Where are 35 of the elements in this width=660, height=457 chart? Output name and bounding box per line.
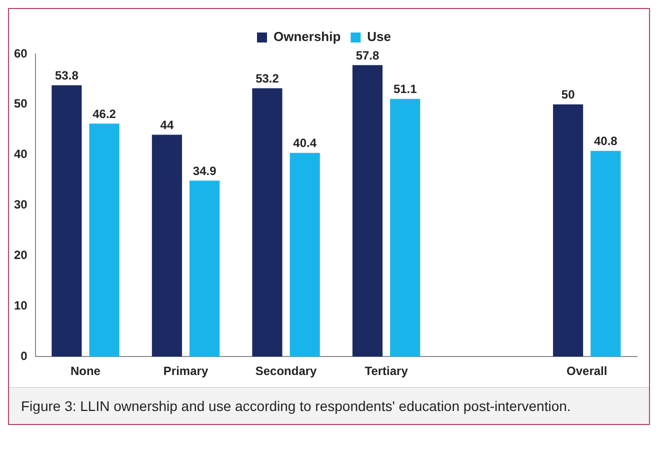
data-label: 44: [160, 118, 174, 132]
x-tick-label: None: [70, 364, 101, 378]
bar: [352, 65, 383, 357]
y-tick-label: 50: [14, 96, 28, 111]
data-label: 53.8: [55, 68, 79, 83]
bar: [290, 152, 320, 357]
x-tick-label: Secondary: [255, 364, 318, 378]
y-tick-label: 30: [14, 198, 28, 212]
x-tick-label: Overall: [566, 364, 608, 378]
data-label: 40.4: [293, 136, 317, 150]
x-tick-label: Tertiary: [364, 364, 408, 378]
y-tick-label: 60: [14, 46, 28, 60]
data-label: 50: [561, 88, 576, 102]
bar: [590, 150, 621, 357]
y-tick-label: 0: [20, 348, 28, 363]
y-tick-label: 40: [14, 147, 28, 162]
y-tick-label: 10: [14, 298, 28, 312]
data-label: 53.2: [256, 72, 280, 86]
bar: [89, 124, 120, 357]
bar: [152, 134, 182, 357]
data-label: 51.1: [393, 82, 418, 96]
legend-label: Use: [367, 29, 392, 44]
data-label: 46.2: [92, 106, 116, 121]
bar: [390, 98, 420, 357]
caption: Figure 3: LLIN ownership and use according to respondents' education post-intervention.: [21, 397, 572, 416]
legend-label: Ownership: [273, 29, 341, 44]
bar: [52, 85, 82, 357]
x-tick-label: Primary: [163, 364, 208, 378]
bar: [252, 88, 282, 357]
data-label: 40.8: [594, 134, 618, 148]
data-label: 57.8: [356, 48, 380, 62]
y-tick-label: 20: [14, 248, 28, 262]
bar: [553, 104, 584, 357]
bar: [190, 180, 220, 357]
data-label: 34.9: [192, 164, 217, 178]
